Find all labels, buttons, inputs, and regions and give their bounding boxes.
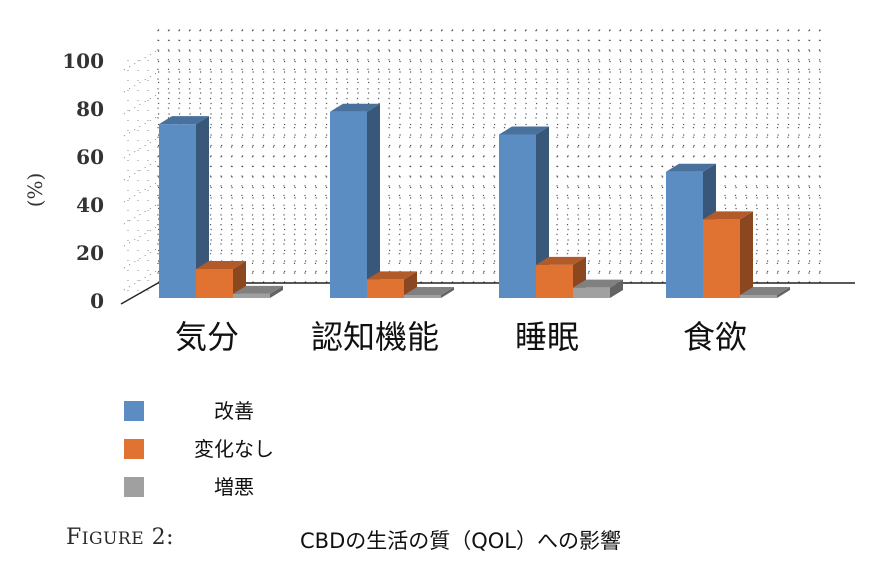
bar-top-face bbox=[703, 211, 753, 220]
bar-side-face bbox=[777, 287, 790, 298]
bar-front-face bbox=[499, 134, 536, 298]
legend-label: 改善 bbox=[214, 399, 254, 423]
legend-item-no-change: 変化なし bbox=[124, 436, 324, 474]
figure-caption-text: CBDの生活の質（QOL）への影響 bbox=[300, 529, 621, 553]
bar-2-0 bbox=[233, 285, 283, 298]
legend-label: 変化なし bbox=[194, 437, 274, 461]
legend: 改善 変化なし 増悪 bbox=[124, 398, 324, 512]
bar-side-face bbox=[441, 287, 454, 298]
bar-top-face bbox=[536, 256, 586, 265]
bar-top-face bbox=[330, 103, 380, 112]
figure-label-smallcaps: IGURE bbox=[81, 529, 145, 549]
grid-side bbox=[123, 93, 159, 115]
bar-top-face bbox=[159, 116, 209, 125]
bar-top-face bbox=[666, 163, 716, 172]
bar-front-face bbox=[740, 295, 777, 298]
bar-1-3 bbox=[703, 211, 753, 298]
bar-side-face bbox=[740, 211, 753, 298]
legend-item-improve: 改善 bbox=[124, 398, 324, 436]
bar-2-2 bbox=[573, 279, 623, 298]
bar-top-face bbox=[573, 279, 623, 288]
bar-0-1 bbox=[330, 103, 380, 298]
tick-labels: 0 20 40 60 80 100 気分 認知機能 睡眠 食欲 bbox=[62, 49, 747, 356]
bar-chart: (%) 0 20 40 60 80 100 気分 認知機能 睡眠 食欲 bbox=[23, 29, 855, 356]
bar-front-face bbox=[536, 264, 573, 298]
legend-swatch-worse bbox=[124, 477, 144, 497]
bar-side-face bbox=[196, 116, 209, 299]
grid-side bbox=[123, 269, 159, 291]
bar-side-face bbox=[367, 103, 380, 298]
bar-front-face bbox=[233, 293, 270, 298]
x-category-label: 気分 bbox=[175, 318, 239, 356]
bar-side-face bbox=[536, 126, 549, 298]
bar-top-face bbox=[404, 287, 454, 295]
grid-side bbox=[123, 115, 159, 137]
figure-label-initial: F bbox=[66, 525, 82, 550]
y-axis-label: (%) bbox=[23, 173, 47, 208]
bar-side-face bbox=[270, 285, 283, 298]
grid-side bbox=[123, 247, 159, 269]
bar-0-2 bbox=[499, 126, 549, 298]
y-tick-label: 20 bbox=[76, 241, 104, 265]
y-tick-label: 100 bbox=[62, 49, 104, 73]
bar-top-face bbox=[196, 261, 246, 270]
bar-top-face bbox=[740, 287, 790, 295]
grid-side bbox=[123, 137, 159, 159]
floor-side-edge bbox=[120, 282, 159, 305]
bar-top-face bbox=[233, 285, 283, 294]
bar-top-face bbox=[499, 126, 549, 135]
grid-side bbox=[123, 203, 159, 225]
bar-side-face bbox=[610, 279, 623, 298]
bar-0-0 bbox=[159, 116, 209, 299]
grid-side bbox=[123, 225, 159, 247]
bar-front-face bbox=[703, 219, 740, 298]
bar-top-face bbox=[367, 271, 417, 280]
legend-swatch-improve bbox=[124, 401, 144, 421]
bars bbox=[159, 103, 790, 299]
bar-front-face bbox=[159, 124, 196, 299]
y-tick-label: 60 bbox=[76, 145, 104, 169]
figure-caption: FIGURE 2: CBDの生活の質（QOL）への影響 bbox=[0, 521, 879, 561]
bar-front-face bbox=[666, 171, 703, 298]
x-category-label: 食欲 bbox=[683, 318, 747, 356]
grid-side bbox=[123, 49, 159, 71]
y-tick-label: 40 bbox=[76, 193, 104, 217]
bar-0-3 bbox=[666, 163, 716, 298]
bar-2-3 bbox=[740, 287, 790, 298]
legend-swatch-no-change bbox=[124, 439, 144, 459]
bar-front-face bbox=[196, 269, 233, 298]
y-tick-label: 80 bbox=[76, 97, 104, 121]
y-tick-label: 0 bbox=[90, 289, 104, 313]
legend-item-worse: 増悪 bbox=[124, 474, 324, 512]
grid-side bbox=[123, 71, 159, 93]
bar-front-face bbox=[330, 111, 367, 298]
x-category-label: 睡眠 bbox=[515, 318, 579, 356]
bar-front-face bbox=[367, 279, 404, 298]
grid-side bbox=[123, 159, 159, 181]
legend-label: 増悪 bbox=[214, 475, 254, 499]
bar-2-1 bbox=[404, 287, 454, 298]
x-category-label: 認知機能 bbox=[311, 318, 439, 356]
grid-side bbox=[123, 181, 159, 203]
figure-label: FIGURE 2: bbox=[66, 525, 174, 550]
figure-number: 2: bbox=[144, 525, 175, 550]
bar-front-face bbox=[573, 287, 610, 298]
bar-front-face bbox=[404, 295, 441, 298]
